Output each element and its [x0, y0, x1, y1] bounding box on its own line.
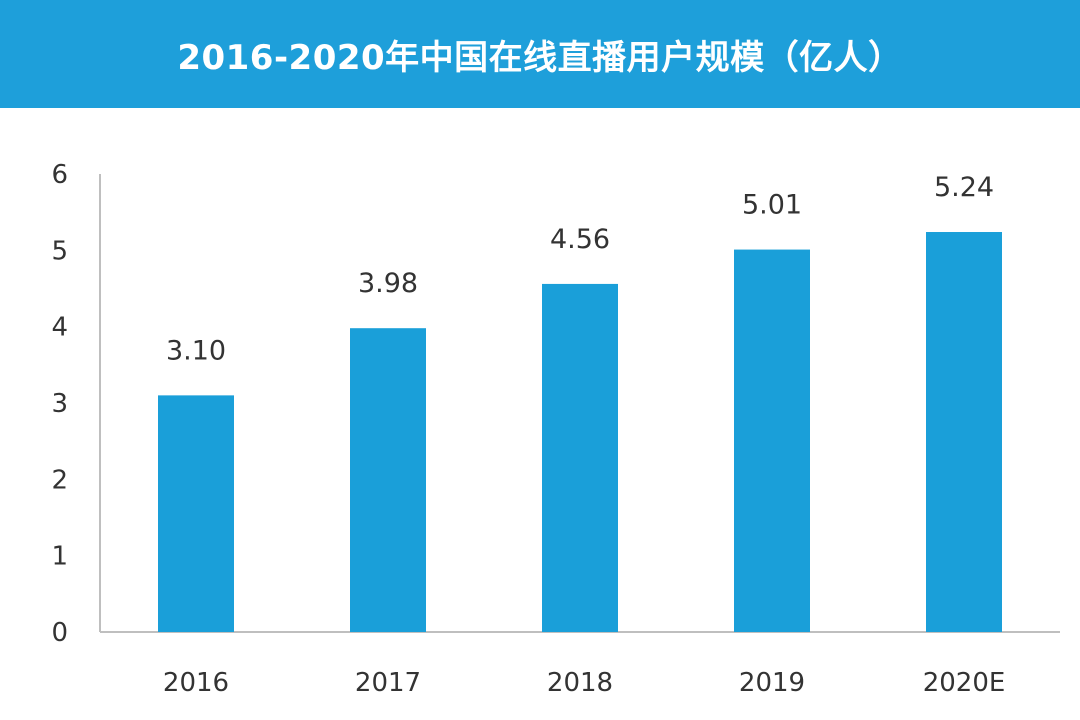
y-tick-label: 6 — [51, 160, 68, 190]
y-tick-label: 3 — [51, 389, 68, 419]
data-label: 3.98 — [358, 268, 418, 299]
bar — [926, 232, 1002, 632]
bar-series — [158, 232, 1002, 632]
x-tick-label: 2017 — [355, 668, 421, 698]
y-tick-label: 2 — [51, 465, 68, 495]
bar — [158, 395, 234, 632]
y-tick-label: 0 — [51, 618, 68, 648]
x-tick-label: 2019 — [739, 668, 805, 698]
data-label: 5.01 — [742, 190, 802, 221]
x-tick-label: 2016 — [163, 668, 229, 698]
bar — [350, 328, 426, 632]
data-label: 5.24 — [934, 172, 994, 203]
data-label: 4.56 — [550, 224, 610, 255]
bar — [542, 283, 618, 632]
value-labels: 3.10 3.98 4.56 5.01 5.24 — [166, 172, 994, 366]
title-banner: 2016-2020年中国在线直播用户规模（亿人） — [0, 0, 1080, 108]
y-axis: 0 1 2 3 4 5 6 — [51, 160, 101, 648]
x-axis: 2016 2017 2018 2019 2020E — [100, 631, 1060, 698]
y-tick-label: 4 — [51, 313, 68, 343]
data-label: 3.10 — [166, 335, 226, 366]
y-tick-label: 1 — [51, 542, 68, 572]
x-tick-label: 2020E — [923, 668, 1006, 698]
chart-title: 2016-2020年中国在线直播用户规模（亿人） — [177, 37, 903, 78]
x-tick-label: 2018 — [547, 668, 613, 698]
y-tick-label: 5 — [51, 236, 68, 266]
bar — [734, 249, 810, 632]
